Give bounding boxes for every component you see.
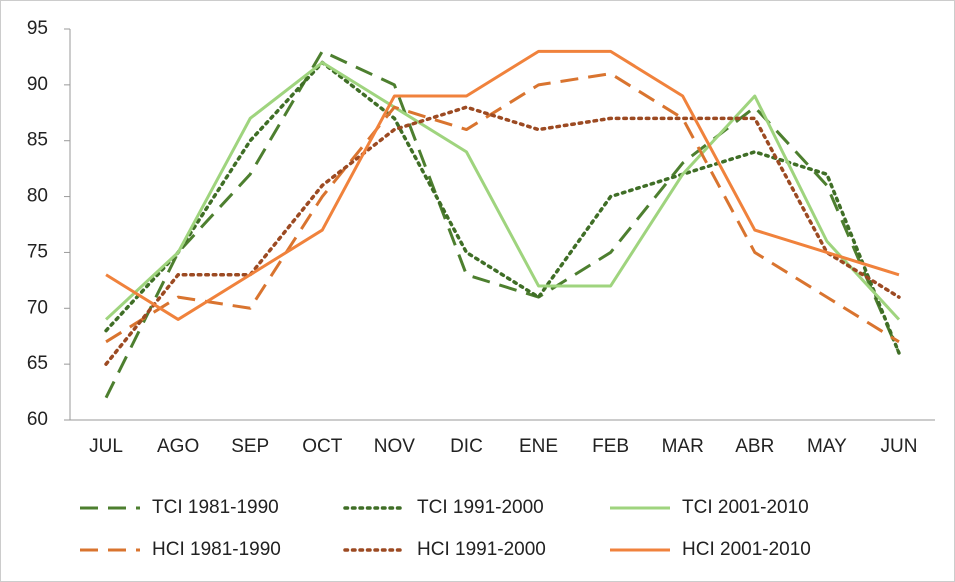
x-tick-label: OCT bbox=[302, 436, 343, 457]
legend-label: HCI 1991-2000 bbox=[417, 539, 546, 560]
x-tick-label: JUL bbox=[89, 436, 123, 457]
x-tick-label: AGO bbox=[157, 436, 199, 457]
legend-label: HCI 2001-2010 bbox=[682, 539, 811, 560]
x-tick-label: ABR bbox=[735, 436, 774, 457]
x-tick-label: FEB bbox=[592, 436, 629, 457]
x-tick-label: SEP bbox=[231, 436, 269, 457]
series-line bbox=[104, 105, 901, 366]
legend-label: TCI 1981-1990 bbox=[152, 497, 279, 518]
legend-label: TCI 2001-2010 bbox=[682, 497, 809, 518]
x-tick-label: DIC bbox=[450, 436, 483, 457]
y-tick-label: 75 bbox=[27, 241, 48, 262]
series-line bbox=[105, 49, 900, 321]
legend-label: HCI 1981-1990 bbox=[152, 539, 281, 560]
series-line bbox=[105, 72, 900, 344]
x-tick-label: ENE bbox=[519, 436, 558, 457]
y-tick-label: 95 bbox=[27, 18, 48, 39]
y-tick-label: 85 bbox=[27, 130, 48, 151]
series-line bbox=[105, 61, 901, 321]
y-tick-label: 80 bbox=[27, 186, 48, 207]
x-tick-label: MAR bbox=[662, 436, 704, 457]
x-tick-label: JUN bbox=[880, 436, 917, 457]
x-tick-label: NOV bbox=[374, 436, 416, 457]
y-tick-label: 90 bbox=[27, 74, 48, 95]
series-line bbox=[104, 60, 901, 355]
x-tick-label: MAY bbox=[807, 436, 847, 457]
legend-label: TCI 1991-2000 bbox=[417, 497, 544, 518]
y-tick-label: 65 bbox=[27, 353, 48, 374]
y-tick-label: 60 bbox=[27, 409, 48, 430]
y-tick-label: 70 bbox=[27, 297, 48, 318]
